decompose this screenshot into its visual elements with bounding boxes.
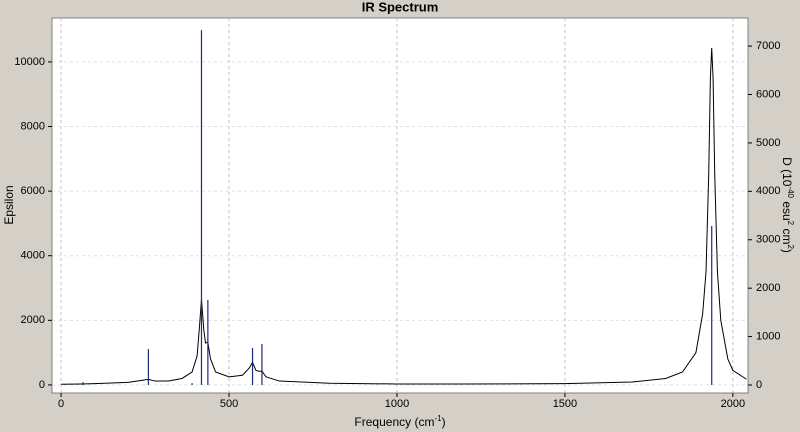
- x-axis-label-part: -1: [434, 414, 442, 423]
- y2-axis-label-part: esu: [780, 198, 794, 221]
- y2-tick-label: 1000: [756, 330, 780, 342]
- x-tick-label: 0: [58, 398, 64, 410]
- y2-axis-label-part: 2: [786, 244, 795, 249]
- x-tick-label: 1500: [553, 398, 577, 410]
- y2-axis-label-part: D (10: [780, 157, 794, 187]
- x-tick-label: 2000: [721, 398, 745, 410]
- x-axis-label-part: Frequency (cm: [354, 415, 434, 429]
- y2-axis-label: D (10-40 esu2 cm2): [780, 157, 796, 253]
- y2-tick-label: 4000: [756, 185, 780, 197]
- y2-tick-label: 0: [756, 379, 762, 391]
- y2-axis-label-part: cm: [780, 225, 794, 244]
- y-tick-label: 0: [39, 379, 45, 391]
- y-tick-label: 8000: [21, 120, 45, 132]
- plot-area: [51, 17, 749, 394]
- x-axis-label-part: ): [442, 415, 446, 429]
- y-tick-label: 2000: [21, 314, 45, 326]
- plot-data: [61, 30, 747, 386]
- y-tick-label: 10000: [14, 56, 45, 68]
- y2-tick-label: 3000: [756, 234, 780, 246]
- y2-tick-label: 6000: [756, 88, 780, 100]
- y-tick-label: 6000: [21, 185, 45, 197]
- y2-tick-label: 5000: [756, 137, 780, 149]
- y2-tick-label: 2000: [756, 282, 780, 294]
- y2-tick-label: 7000: [756, 40, 780, 52]
- x-tick-label: 1000: [385, 398, 409, 410]
- x-axis-label: Frequency (cm-1): [354, 414, 445, 430]
- y-axis-label: Epsilon: [2, 185, 16, 224]
- y-tick-label: 4000: [21, 250, 45, 262]
- y2-axis-label-part: -40: [786, 186, 795, 198]
- chart-title: IR Spectrum: [362, 0, 439, 14]
- x-tick-label: 500: [220, 398, 238, 410]
- spectrum-line: [61, 48, 747, 385]
- y2-axis-label-part: ): [780, 249, 794, 253]
- y2-axis-label-part: 2: [786, 221, 795, 226]
